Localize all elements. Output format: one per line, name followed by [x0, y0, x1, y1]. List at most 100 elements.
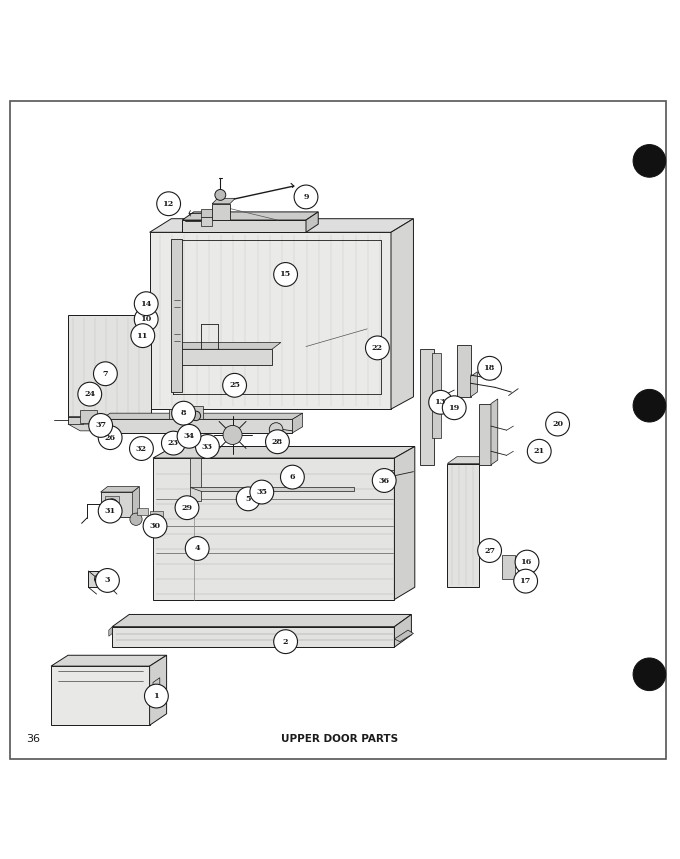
Polygon shape — [101, 486, 139, 492]
Text: 29: 29 — [182, 503, 192, 512]
Polygon shape — [306, 212, 318, 232]
Circle shape — [94, 362, 118, 386]
Polygon shape — [150, 232, 391, 409]
Text: 32: 32 — [136, 445, 147, 453]
Text: 6: 6 — [290, 473, 295, 481]
Polygon shape — [150, 511, 163, 518]
Polygon shape — [150, 219, 413, 232]
Circle shape — [191, 411, 201, 421]
Polygon shape — [153, 447, 415, 458]
Text: 2: 2 — [283, 637, 288, 646]
Circle shape — [162, 431, 185, 455]
Text: 15: 15 — [280, 271, 291, 278]
Polygon shape — [68, 424, 151, 431]
Text: 12: 12 — [163, 200, 174, 208]
Circle shape — [294, 185, 318, 209]
Polygon shape — [182, 220, 306, 232]
Text: 17: 17 — [520, 577, 531, 585]
Circle shape — [528, 439, 551, 463]
Polygon shape — [189, 405, 203, 419]
Polygon shape — [51, 655, 167, 666]
Text: 7: 7 — [103, 369, 108, 378]
Polygon shape — [112, 614, 411, 627]
Circle shape — [134, 292, 158, 315]
Circle shape — [144, 684, 169, 708]
Polygon shape — [101, 419, 292, 433]
Polygon shape — [491, 399, 498, 465]
Text: 30: 30 — [150, 522, 160, 530]
Polygon shape — [112, 627, 394, 647]
Polygon shape — [432, 353, 441, 437]
Polygon shape — [420, 350, 434, 465]
Polygon shape — [212, 198, 235, 204]
Text: 23: 23 — [168, 439, 179, 447]
Polygon shape — [88, 571, 110, 588]
Circle shape — [156, 192, 180, 216]
Polygon shape — [153, 458, 394, 600]
Polygon shape — [190, 487, 354, 490]
Polygon shape — [105, 497, 119, 513]
Circle shape — [515, 551, 539, 574]
Text: 4: 4 — [194, 545, 200, 552]
Circle shape — [633, 658, 666, 691]
Polygon shape — [457, 344, 471, 397]
Text: 36: 36 — [379, 477, 390, 484]
Text: 34: 34 — [184, 432, 194, 441]
Polygon shape — [68, 315, 151, 424]
Polygon shape — [133, 486, 139, 516]
Text: 10: 10 — [141, 315, 152, 323]
Circle shape — [185, 537, 209, 560]
Polygon shape — [447, 457, 488, 464]
Circle shape — [477, 356, 501, 381]
Polygon shape — [68, 416, 83, 424]
Polygon shape — [150, 655, 167, 725]
Text: 8: 8 — [181, 409, 186, 417]
Circle shape — [280, 466, 304, 489]
Polygon shape — [447, 464, 479, 588]
Circle shape — [130, 513, 142, 526]
Text: 37: 37 — [95, 422, 106, 430]
Text: 22: 22 — [372, 344, 383, 352]
Circle shape — [98, 426, 122, 449]
Polygon shape — [377, 470, 394, 480]
Text: 11: 11 — [137, 332, 148, 339]
Circle shape — [134, 308, 158, 332]
Circle shape — [514, 570, 537, 593]
Circle shape — [98, 499, 122, 523]
Circle shape — [131, 324, 154, 348]
Circle shape — [95, 569, 120, 593]
Polygon shape — [502, 555, 515, 579]
Polygon shape — [169, 409, 180, 419]
Polygon shape — [137, 508, 148, 515]
Circle shape — [95, 575, 104, 584]
Text: 33: 33 — [202, 442, 213, 450]
Text: 14: 14 — [141, 300, 152, 308]
Text: 36: 36 — [26, 734, 40, 744]
Circle shape — [196, 435, 219, 459]
Text: 1: 1 — [154, 692, 159, 700]
Circle shape — [237, 487, 260, 511]
Polygon shape — [171, 239, 182, 392]
Polygon shape — [394, 447, 415, 600]
Circle shape — [88, 413, 113, 437]
Text: 25: 25 — [229, 381, 240, 389]
Text: 20: 20 — [552, 420, 563, 428]
Circle shape — [129, 436, 154, 460]
FancyBboxPatch shape — [10, 101, 666, 759]
Polygon shape — [190, 458, 201, 501]
Text: 16: 16 — [522, 558, 532, 566]
Text: 31: 31 — [105, 507, 116, 515]
Polygon shape — [391, 219, 413, 409]
Circle shape — [273, 263, 297, 286]
Polygon shape — [101, 492, 133, 516]
Polygon shape — [51, 666, 150, 725]
Text: 35: 35 — [256, 488, 267, 496]
Circle shape — [428, 390, 453, 414]
Text: 19: 19 — [449, 404, 460, 411]
Circle shape — [477, 539, 501, 563]
Text: 28: 28 — [272, 438, 283, 446]
Circle shape — [273, 630, 297, 654]
Circle shape — [177, 424, 201, 448]
Text: 27: 27 — [484, 546, 495, 555]
Text: 3: 3 — [105, 576, 110, 584]
